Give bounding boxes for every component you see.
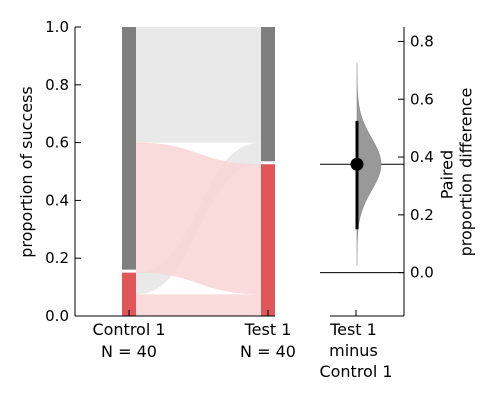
group-n-label: N = 40 — [101, 342, 157, 361]
left-y-tick-label: 0.0 — [45, 307, 69, 325]
estimation-layer — [320, 62, 404, 274]
right-y-tick-label: 0.4 — [410, 148, 434, 166]
bar-success — [261, 164, 275, 316]
right-y-axis-label-line-1: Paired — [437, 150, 456, 199]
bar-layer — [122, 27, 275, 316]
bar-success — [122, 272, 136, 316]
comparison-label-line-2: minus — [329, 341, 378, 360]
left-y-axis-label: proportion of success — [17, 86, 36, 258]
right-y-ticks: 0.0 0.2 0.4 0.6 0.8 — [355, 32, 434, 316]
bar-failure — [261, 27, 275, 162]
right-y-tick-label: 0.0 — [410, 264, 434, 282]
difference-distribution — [356, 62, 382, 266]
left-y-tick-label: 0.6 — [45, 134, 69, 152]
right-y-axis-label-line-2: proportion difference — [457, 88, 476, 257]
group-name-label: Test 1 — [244, 320, 292, 339]
left-y-ticks: 0.0 0.2 0.4 0.6 0.8 1.0 — [45, 18, 81, 325]
comparison-label-line-3: Control 1 — [319, 362, 392, 381]
left-y-tick-label: 0.2 — [45, 249, 69, 267]
group-n-label: N = 40 — [240, 342, 296, 361]
left-y-tick-label: 0.8 — [45, 76, 69, 94]
mean-difference-point — [350, 157, 364, 171]
flow-failure-to-success — [136, 142, 261, 295]
bar-failure — [122, 27, 136, 270]
left-y-tick-label: 0.4 — [45, 191, 69, 209]
right-y-tick-label: 0.8 — [410, 32, 434, 50]
group-name-label: Control 1 — [92, 320, 165, 339]
left-y-tick-label: 1.0 — [45, 18, 69, 36]
flow-layer — [136, 27, 261, 316]
flow-success-to-success — [136, 294, 261, 316]
comparison-label: Test 1 minus Control 1 — [319, 320, 392, 381]
flow-failure-to-failure — [136, 27, 261, 143]
left-x-ticks: Control 1 N = 40 Test 1 N = 40 — [92, 310, 296, 361]
right-y-tick-label: 0.2 — [410, 206, 434, 224]
right-y-axis-label: Paired proportion difference — [437, 88, 475, 257]
right-y-tick-label: 0.6 — [410, 90, 434, 108]
comparison-label-line-1: Test 1 — [329, 320, 377, 339]
